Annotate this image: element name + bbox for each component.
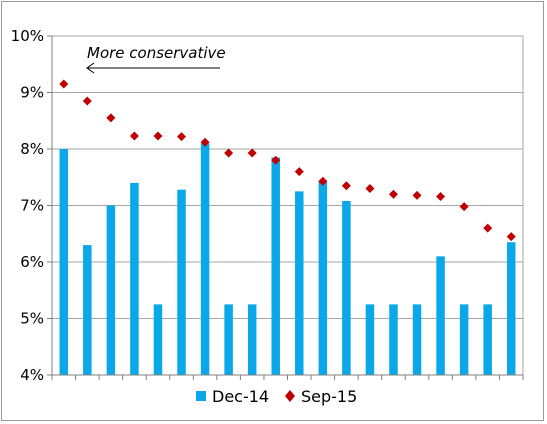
bar-dec-14	[130, 182, 139, 375]
bar-dec-14	[247, 304, 257, 375]
y-tick-labels: 4% 5% 6% 7% 8% 9% 10%	[11, 27, 44, 384]
bar-dec-14	[153, 304, 163, 375]
marker-sep-15	[341, 181, 351, 191]
markers-sep-15	[59, 79, 516, 242]
y-tick-label: 6%	[20, 253, 44, 271]
marker-sep-15	[106, 113, 116, 123]
bar-dec-14	[483, 304, 492, 375]
bars-dec-14	[59, 143, 516, 375]
marker-sep-15	[129, 131, 139, 141]
legend-swatch-dec-14	[196, 391, 206, 401]
annotation-arrow-head	[86, 62, 95, 74]
y-tick-label: 5%	[20, 310, 44, 328]
bar-dec-14	[200, 143, 210, 375]
gridlines	[52, 35, 524, 375]
marker-sep-15	[247, 148, 257, 158]
bar-dec-14	[342, 200, 351, 375]
marker-sep-15	[271, 155, 281, 165]
bar-dec-14	[271, 157, 280, 375]
bar-dec-14	[318, 181, 328, 375]
marker-sep-15	[365, 184, 375, 194]
bar-dec-14	[106, 205, 116, 375]
y-tick-label: 7%	[20, 197, 44, 215]
legend-label-sep-15: Sep-15	[301, 387, 357, 406]
marker-sep-15	[483, 223, 493, 233]
marker-sep-15	[459, 202, 469, 212]
annotation-text: More conservative	[87, 44, 226, 62]
marker-sep-15	[318, 176, 328, 186]
legend: Dec-14 Sep-15	[196, 387, 357, 406]
y-tick-label: 8%	[20, 140, 44, 158]
y-tick-label: 9%	[20, 84, 44, 102]
bar-dec-14	[224, 304, 233, 375]
marker-sep-15	[59, 79, 69, 89]
bar-dec-14	[365, 304, 375, 375]
marker-sep-15	[436, 191, 446, 201]
marker-sep-15	[177, 132, 187, 142]
bar-dec-14	[295, 191, 304, 375]
y-tick-label: 10%	[11, 27, 44, 45]
marker-sep-15	[506, 232, 516, 242]
marker-sep-15	[224, 148, 234, 158]
bar-dec-14	[436, 256, 445, 375]
marker-sep-15	[153, 131, 163, 141]
bar-dec-14	[177, 189, 186, 375]
annotation: More conservative	[86, 44, 226, 74]
marker-sep-15	[82, 96, 92, 106]
marker-sep-15	[200, 137, 210, 147]
marker-sep-15	[388, 189, 398, 199]
y-tick-label: 4%	[20, 366, 44, 384]
legend-marker-sep-15	[285, 390, 295, 402]
marker-sep-15	[294, 167, 304, 177]
bar-dec-14	[59, 149, 69, 375]
bar-dec-14	[83, 245, 92, 375]
legend-label-dec-14: Dec-14	[212, 387, 269, 406]
axes	[47, 35, 524, 380]
bar-dec-14	[412, 304, 422, 375]
bar-dec-14	[506, 242, 516, 375]
marker-sep-15	[412, 190, 422, 200]
bar-dec-14	[389, 304, 398, 375]
bar-dec-14	[459, 304, 469, 375]
